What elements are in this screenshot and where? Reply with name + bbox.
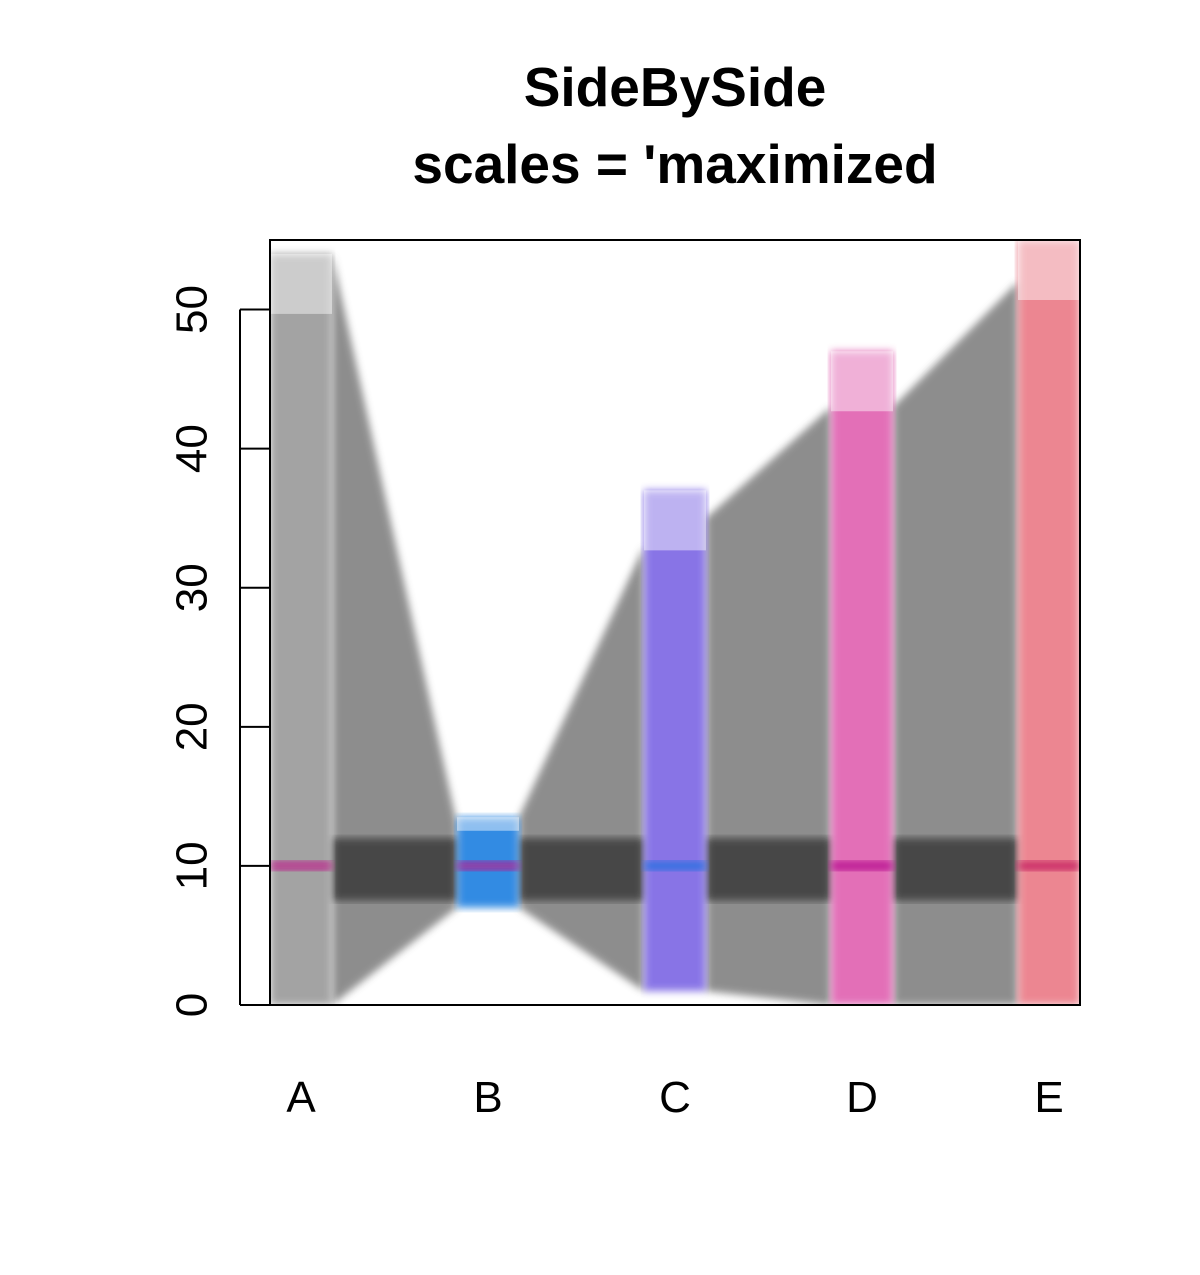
column-fade	[270, 253, 332, 314]
connector-band	[706, 406, 831, 1005]
column-bar	[270, 253, 332, 1005]
y-tick-label: 20	[168, 702, 217, 751]
chart-subtitle: scales = 'maximized	[412, 133, 938, 195]
column-a	[270, 253, 332, 1005]
mode-mark-d	[831, 860, 893, 871]
mode-mark-c	[644, 860, 706, 871]
x-tick-label: C	[659, 1073, 691, 1122]
connector-D-E	[893, 281, 1018, 1005]
connector-core	[332, 838, 457, 901]
y-tick-label: 10	[168, 841, 217, 890]
column-fade	[831, 351, 893, 412]
column-fade	[457, 817, 519, 831]
mode-mark-b	[457, 860, 519, 871]
chart-title: SideBySide	[523, 56, 827, 118]
connector-A-B	[332, 253, 457, 1005]
x-tick-label: D	[846, 1073, 878, 1122]
connector-band	[893, 281, 1018, 1005]
mode-layer	[270, 860, 1080, 871]
x-axis: A B C D E	[286, 1073, 1063, 1122]
x-tick-label: B	[473, 1073, 502, 1122]
column-c	[644, 490, 706, 992]
connector-core	[519, 838, 644, 901]
column-fade	[644, 490, 706, 551]
column-bar	[1018, 240, 1080, 1005]
connector-core	[893, 838, 1018, 901]
connector-B-C	[519, 546, 644, 992]
connector-band	[332, 253, 457, 1005]
y-tick-label: 0	[168, 993, 217, 1017]
y-tick-label: 30	[168, 563, 217, 612]
y-tick-label: 40	[168, 424, 217, 473]
column-bar	[831, 351, 893, 1005]
plot-frame	[269, 239, 1081, 1006]
connector-C-D	[706, 406, 831, 1005]
y-axis: 0 10 20 30 40 50	[168, 285, 270, 1017]
x-tick-label: E	[1034, 1073, 1063, 1122]
column-d	[831, 351, 893, 1005]
column-e	[1018, 240, 1080, 1005]
connector-core	[706, 838, 831, 901]
column-bar	[644, 490, 706, 992]
column-layer	[270, 240, 1080, 1005]
y-tick-label: 50	[168, 285, 217, 334]
mode-mark-e	[1018, 860, 1080, 871]
connector-band	[519, 546, 644, 992]
connector-layer	[332, 253, 1018, 1005]
mode-mark-a	[270, 860, 332, 871]
x-tick-label: A	[286, 1073, 316, 1122]
column-fade	[1018, 240, 1080, 300]
